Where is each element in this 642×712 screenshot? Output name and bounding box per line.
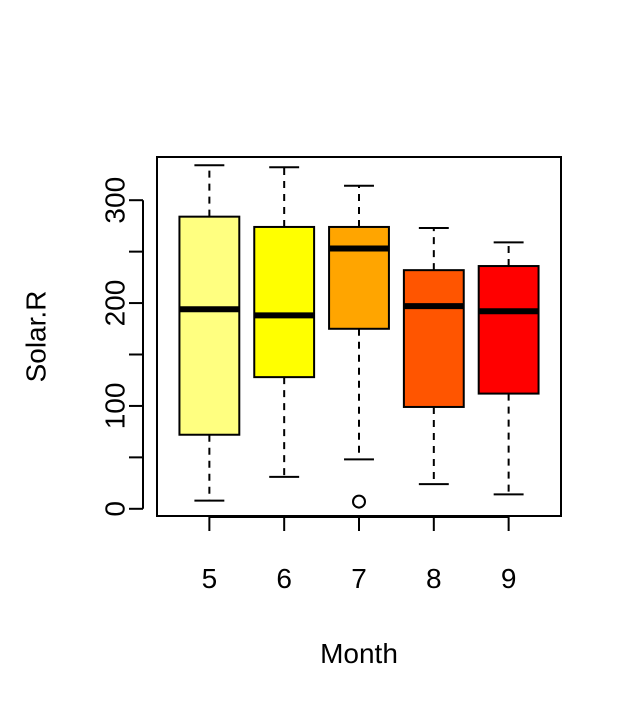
y-tick-label: 300 [100,177,131,224]
iqr-box [328,225,390,330]
plot-layer [178,164,540,509]
box-8 [402,226,465,486]
x-axis: 5 6 7 8 9 [202,516,517,594]
box-9 [477,241,540,496]
box-7 [328,184,390,509]
x-axis-label: Month [320,638,398,669]
x-tick-label: 6 [276,563,292,594]
box-5 [178,164,241,502]
iqr-box [178,215,241,436]
outlier-point [352,494,366,509]
y-axis-label: Solar.R [21,291,52,383]
y-tick-label: 0 [100,501,131,517]
box-6 [253,166,316,478]
y-tick-label: 200 [100,280,131,327]
x-tick-label: 7 [351,563,367,594]
iqr-box [402,269,465,408]
iqr-box [253,225,316,379]
iqr-box [477,265,540,395]
x-tick-label: 9 [501,563,517,594]
y-axis: 0 100 200 300 [100,177,144,517]
y-tick-label: 100 [100,383,131,430]
x-tick-label: 5 [202,563,218,594]
x-tick-label: 8 [426,563,442,594]
